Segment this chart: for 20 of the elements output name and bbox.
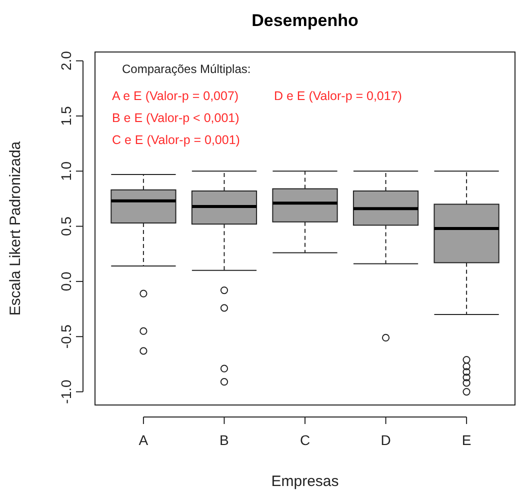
y-tick-label: -0.5 [58,324,74,349]
x-tick-label: C [300,432,310,448]
x-tick-label: D [380,432,391,448]
y-tick-label: 1.5 [58,106,74,126]
y-tick-label: 0.0 [58,272,74,292]
chart-title: Desempenho [252,11,358,30]
x-axis-title: Empresas [271,473,339,490]
y-tick-label: 2.0 [58,50,74,71]
y-axis-title: Escala Likert Padronizada [7,140,24,316]
y-tick-label: 0.5 [58,216,74,236]
x-tick-label: B [220,432,229,448]
y-tick-label: -1.0 [58,379,74,404]
annotation: B e E (Valor-p < 0,001) [112,111,240,125]
y-tick-label: 1.0 [58,161,74,181]
annotation: Comparações Múltiplas: [122,62,251,76]
annotation: A e E (Valor-p = 0,007) [112,89,239,103]
x-tick-label: E [462,432,472,448]
annotation: C e E (Valor-p = 0,001) [112,133,240,147]
x-tick-label: A [138,432,149,448]
annotation: D e E (Valor-p = 0,017) [274,89,402,103]
